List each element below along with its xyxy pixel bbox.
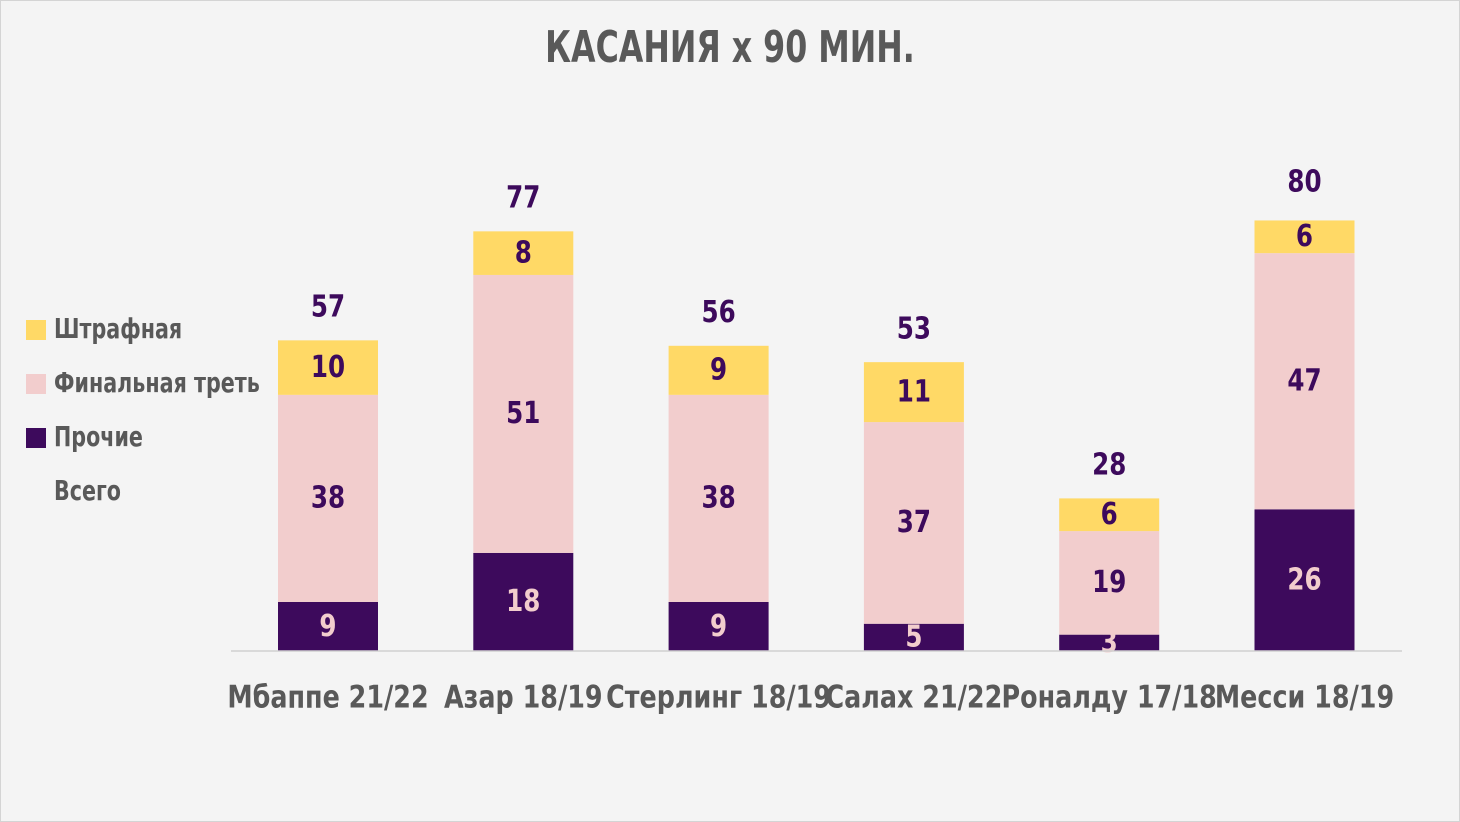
bar-segment-penalty-area [1254, 220, 1355, 254]
bar-segment-other [278, 601, 378, 651]
bar-segment-final-third [863, 422, 964, 624]
data-label-other: 9 [319, 610, 336, 644]
x-tick-label: Салах 21/22 [826, 679, 1003, 715]
total-label: 53 [897, 312, 931, 346]
legend-swatch-other [26, 428, 46, 448]
legend-label-other: Прочие [54, 420, 143, 453]
bar-segment-penalty-area [863, 362, 964, 423]
data-label-other: 18 [506, 585, 540, 619]
bar-segment-penalty-area [278, 340, 378, 395]
bar-segment-final-third [278, 394, 378, 602]
legend-swatch-penalty-area [26, 320, 46, 340]
legend-label-total: Всего [54, 474, 121, 507]
data-label-other: 5 [905, 620, 922, 654]
legend-swatch-final-third [26, 374, 46, 394]
bar-segment-penalty-area [668, 345, 769, 395]
x-tick-label: Стерлинг 18/19 [606, 679, 831, 715]
bar-segment-penalty-area [473, 231, 574, 275]
total-label: 80 [1287, 165, 1321, 199]
data-label-final-third: 19 [1092, 566, 1126, 600]
total-label: 57 [311, 290, 345, 324]
data-label-final-third: 51 [506, 397, 540, 431]
bar-segment-final-third [473, 274, 574, 553]
data-label-penalty-area: 8 [515, 236, 532, 270]
data-label-penalty-area: 6 [1296, 220, 1313, 254]
total-label: 28 [1092, 448, 1126, 482]
total-label: 56 [701, 296, 735, 330]
data-label-final-third: 37 [897, 506, 931, 540]
x-tick-label: Роналду 17/18 [1002, 679, 1217, 715]
bar-segment-other [1254, 509, 1355, 651]
bar-segment-penalty-area [1059, 498, 1160, 532]
data-label-final-third: 38 [311, 481, 345, 515]
bar-segment-final-third [1254, 253, 1355, 510]
bar-segment-other [668, 601, 769, 651]
data-label-other: 9 [710, 610, 727, 644]
chart-title: КАСАНИЯ x 90 МИН. [545, 22, 915, 73]
x-tick-label: Месси 18/19 [1215, 679, 1394, 715]
legend-label-penalty-area: Штрафная [54, 312, 183, 345]
bar-segment-other [473, 552, 574, 651]
data-label-other: 26 [1287, 563, 1321, 597]
data-label-penalty-area: 6 [1101, 498, 1118, 532]
data-label-penalty-area: 11 [897, 375, 931, 409]
total-label: 77 [506, 181, 540, 215]
bar-segment-final-third [1059, 531, 1160, 635]
data-label-penalty-area: 9 [710, 353, 727, 387]
legend-label-final-third: Финальная треть [54, 366, 260, 399]
data-label-final-third: 38 [701, 481, 735, 515]
x-tick-label: Мбаппе 21/22 [227, 679, 428, 715]
bar-segment-other [863, 623, 964, 651]
x-tick-label: Азар 18/19 [444, 679, 603, 715]
data-label-final-third: 47 [1287, 364, 1321, 398]
bar-segment-final-third [668, 394, 769, 602]
data-label-penalty-area: 10 [311, 351, 345, 385]
bar-segment-other [1059, 634, 1160, 651]
